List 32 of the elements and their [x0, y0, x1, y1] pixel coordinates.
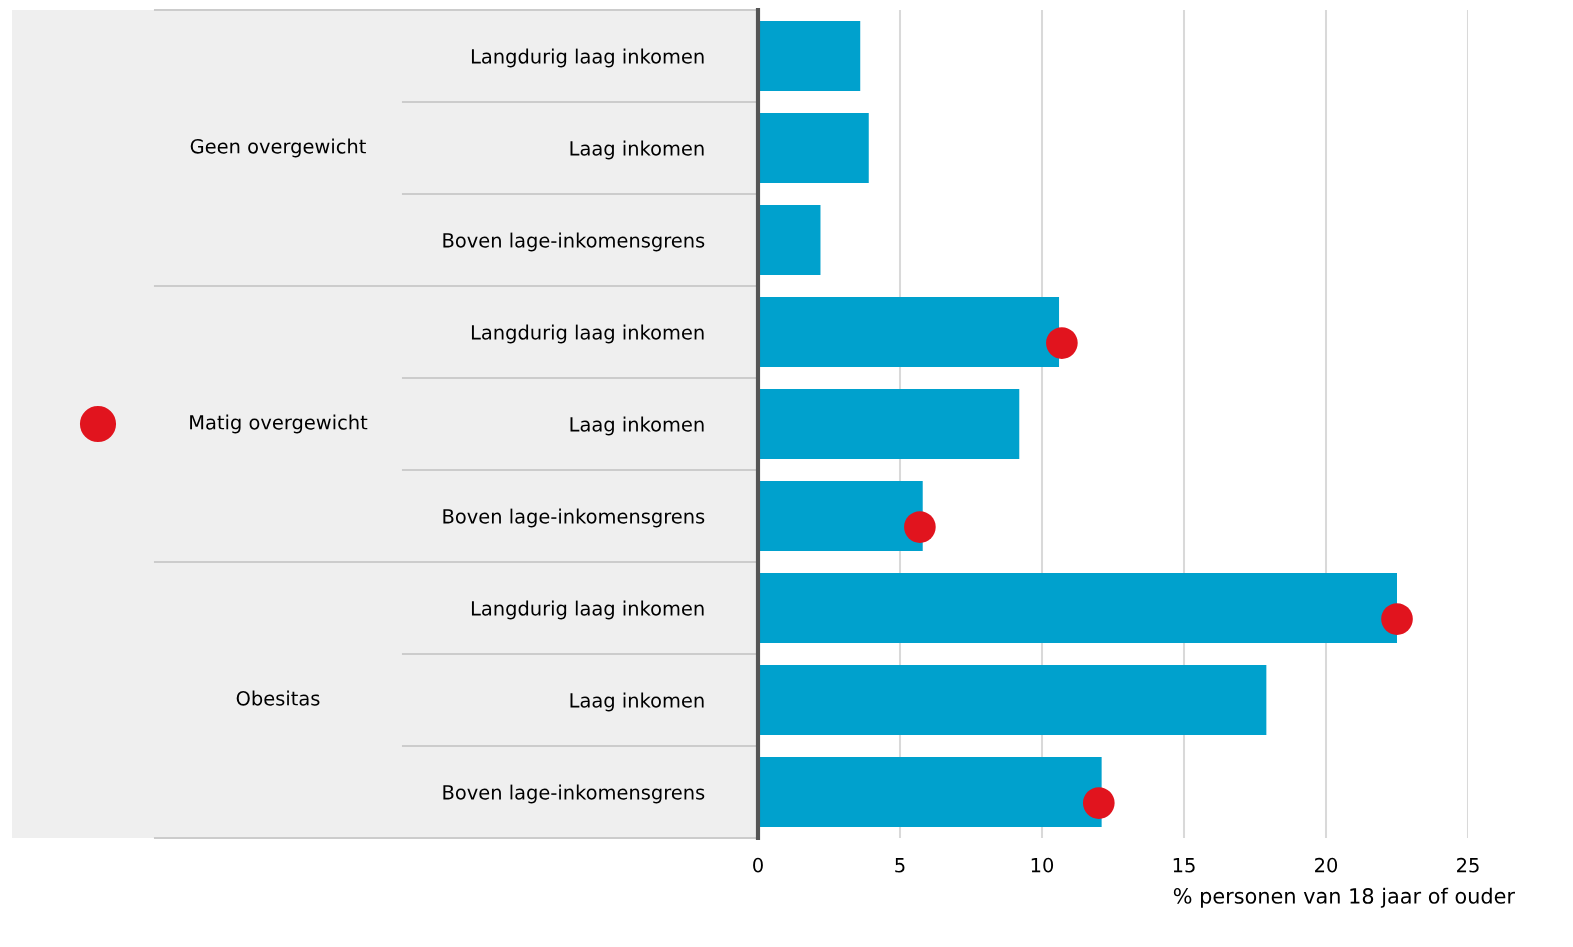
- bar: [758, 573, 1397, 643]
- bar: [758, 665, 1267, 735]
- text: Geen overgewicht: [190, 138, 366, 158]
- x-tick-label: 0: [753, 857, 763, 873]
- x-axis-title: % personen van 18 jaar of ouder: [1173, 887, 1515, 908]
- y-tick-label: Laag inkomen: [570, 140, 704, 160]
- y-tick-label: Boven lage-inkomensgrens: [443, 232, 705, 252]
- y-tick-label: Laag inkomen: [570, 416, 704, 436]
- text: Obesitas: [236, 690, 320, 706]
- y-tick-label: Laag inkomen: [570, 692, 704, 712]
- bar: [758, 113, 869, 183]
- x-tick-label: 25: [1457, 857, 1479, 873]
- y-tick-label: Boven lage-inkomensgrens: [443, 508, 705, 528]
- bar: [758, 21, 861, 91]
- bar: [758, 389, 1020, 459]
- point: [1082, 787, 1115, 819]
- point: [1381, 603, 1413, 635]
- text: Matig overgewicht: [190, 414, 368, 434]
- bar: [758, 205, 821, 275]
- x-tick-label: 20: [1315, 857, 1338, 873]
- x-tick-label: 15: [1173, 858, 1195, 873]
- point: [904, 511, 936, 543]
- y-tick-label: Langdurig laag inkomen: [471, 600, 704, 620]
- x-tick-label: 10: [1031, 857, 1054, 873]
- point: [1046, 327, 1078, 359]
- bar: [758, 481, 923, 551]
- bar: [758, 297, 1060, 367]
- bar: [758, 757, 1102, 827]
- y-tick-label: Boven lage-inkomensgrens: [443, 784, 705, 804]
- x-tick-label: 5: [895, 858, 905, 873]
- y-tick-label: Langdurig laag inkomen: [471, 324, 704, 344]
- y-tick-label: Langdurig laag inkomen: [471, 48, 704, 68]
